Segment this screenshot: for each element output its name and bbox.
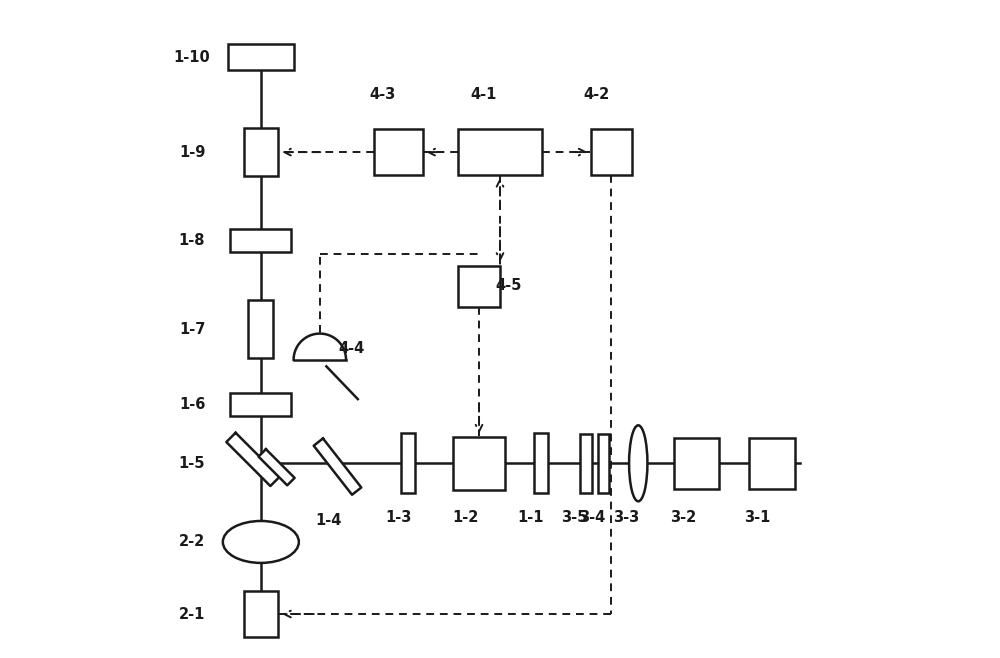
Text: 4-1: 4-1 [470, 87, 497, 102]
Bar [598, 434, 609, 493]
Bar [230, 393, 291, 416]
Bar [458, 129, 542, 175]
Text: 2-2: 2-2 [179, 534, 205, 549]
Bar [248, 299, 273, 359]
Text: 1-9: 1-9 [179, 145, 205, 160]
Text: 1-1: 1-1 [518, 510, 544, 525]
Bar [534, 433, 548, 494]
Ellipse shape [223, 521, 299, 563]
Bar [374, 129, 423, 175]
Text: 1-5: 1-5 [179, 456, 205, 471]
Text: 3-2: 3-2 [670, 510, 696, 525]
Bar [591, 129, 632, 175]
Polygon shape [259, 449, 295, 486]
Ellipse shape [629, 425, 647, 501]
Text: 3-5: 3-5 [561, 510, 587, 525]
Text: 4-3: 4-3 [369, 87, 395, 102]
Bar [674, 438, 719, 489]
Bar [228, 44, 294, 70]
Polygon shape [226, 433, 280, 486]
Text: 1-2: 1-2 [453, 510, 479, 525]
Bar [244, 591, 278, 637]
Text: 4-5: 4-5 [495, 278, 522, 293]
Text: 1-6: 1-6 [179, 397, 205, 412]
Text: 2-1: 2-1 [179, 607, 205, 622]
Text: 3-1: 3-1 [744, 510, 770, 525]
Text: 3-4: 3-4 [579, 510, 605, 525]
Bar [453, 437, 505, 490]
Text: 1-3: 1-3 [385, 510, 412, 525]
Bar [458, 266, 500, 307]
Bar [580, 434, 592, 493]
Text: 1-7: 1-7 [179, 322, 205, 336]
Polygon shape [314, 438, 361, 495]
Text: 1-10: 1-10 [174, 49, 210, 64]
Bar [749, 438, 795, 489]
Text: 1-4: 1-4 [315, 513, 342, 528]
Text: 4-2: 4-2 [584, 87, 610, 102]
Text: 3-3: 3-3 [613, 510, 639, 525]
Bar [244, 128, 278, 176]
Polygon shape [294, 334, 346, 360]
Bar [401, 433, 415, 494]
Text: 1-8: 1-8 [179, 233, 205, 248]
Text: 4-4: 4-4 [338, 341, 364, 356]
Bar [230, 229, 291, 252]
